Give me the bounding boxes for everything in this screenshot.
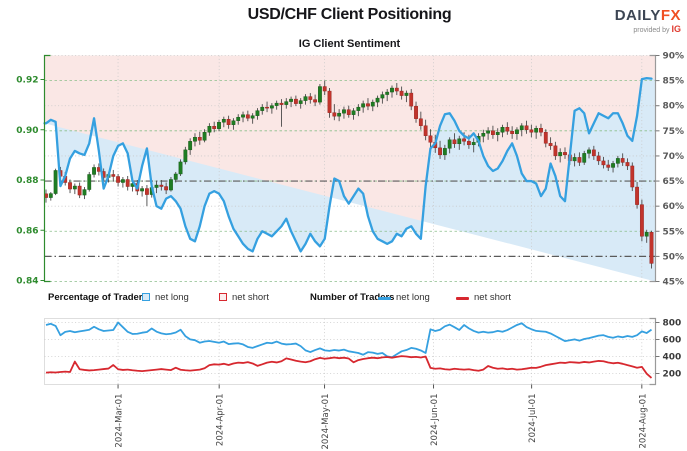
net-long-area-swatch-icon — [142, 293, 150, 301]
svg-text:2024-May-01: 2024-May-01 — [321, 394, 331, 450]
svg-text:80%: 80% — [663, 102, 685, 112]
svg-text:600: 600 — [663, 336, 682, 346]
price-axis-left: 0.84 0.86 0.88 0.90 0.92 — [16, 54, 51, 287]
date-axis: 2024-Mar-01 2024-Apr-01 2024-May-01 2024-Ju… — [115, 384, 648, 450]
svg-text:0.84: 0.84 — [16, 277, 38, 287]
svg-text:200: 200 — [663, 370, 682, 380]
svg-text:2024-Apr-01: 2024-Apr-01 — [216, 394, 226, 447]
svg-text:2024-Jul-01: 2024-Jul-01 — [528, 394, 538, 443]
fx-accent: FX — [660, 7, 681, 24]
net-long-line-swatch-icon — [378, 297, 391, 300]
svg-text:0.88: 0.88 — [16, 176, 38, 186]
chart-legend: Percentage of Traders net long net short… — [0, 289, 687, 307]
svg-text:45%: 45% — [663, 278, 685, 288]
svg-text:0.90: 0.90 — [16, 126, 38, 136]
count-line-net-long — [45, 321, 653, 359]
svg-text:70%: 70% — [663, 152, 685, 162]
count-axis-right: 800 600 400 200 — [649, 317, 682, 386]
legend-group-percentage: Percentage of Traders — [48, 292, 148, 303]
legend-net-long-count: net long — [396, 292, 430, 303]
legend-net-short-pct: net short — [232, 292, 269, 303]
percent-axis-right: 45% 50% 55% 60% 65% 70% 75% 80% 85% 90% — [649, 52, 685, 288]
svg-text:85%: 85% — [663, 77, 685, 87]
svg-text:0.92: 0.92 — [16, 76, 38, 86]
svg-text:90%: 90% — [663, 52, 685, 62]
svg-text:2024-Aug-01: 2024-Aug-01 — [638, 394, 648, 449]
dailyfx-wordmark: DAILYFX — [614, 7, 681, 24]
provided-by-ig: provided by IG — [633, 24, 681, 35]
legend-net-short-count: net short — [474, 292, 511, 303]
svg-text:2024-Mar-01: 2024-Mar-01 — [115, 394, 125, 448]
svg-text:65%: 65% — [663, 177, 685, 187]
net-long-pct-line — [43, 76, 653, 253]
dailyfx-logo: DAILYFX provided by IG — [615, 8, 681, 34]
net-short-area-swatch-icon — [219, 293, 227, 301]
ig-logo: IG — [671, 24, 681, 34]
svg-text:400: 400 — [663, 353, 682, 363]
page-title: USD/CHF Client Positioning — [247, 6, 452, 23]
sentiment-areas — [44, 55, 656, 282]
legend-group-number: Number of Traders — [310, 292, 395, 303]
svg-text:75%: 75% — [663, 127, 685, 137]
svg-text:60%: 60% — [663, 202, 685, 212]
svg-text:55%: 55% — [663, 227, 685, 237]
svg-text:800: 800 — [663, 319, 682, 329]
legend-net-long-pct: net long — [155, 292, 189, 303]
svg-text:0.86: 0.86 — [16, 226, 38, 236]
net-short-line-swatch-icon — [456, 297, 469, 300]
svg-text:2024-Jun-01: 2024-Jun-01 — [430, 394, 440, 446]
chart-title: IG Client Sentiment — [298, 38, 401, 50]
svg-text:50%: 50% — [663, 252, 685, 262]
count-line-net-short — [45, 355, 653, 379]
